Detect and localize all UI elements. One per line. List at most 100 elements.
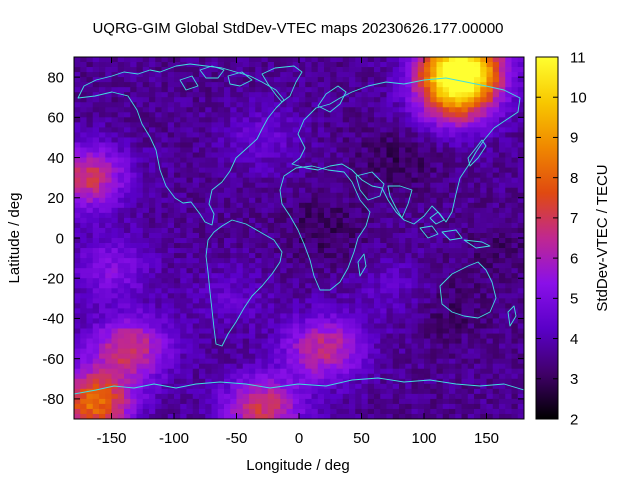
heatmap-cell: [174, 162, 181, 169]
heatmap-cell: [261, 258, 269, 264]
heatmap-cell: [442, 288, 450, 294]
heatmap-cell: [349, 293, 356, 299]
heatmap-cell: [449, 338, 456, 344]
heatmap-cell: [399, 328, 406, 334]
heatmap-cell: [467, 172, 475, 179]
heatmap-cell: [486, 338, 494, 344]
heatmap-cell: [386, 162, 394, 169]
heatmap-cell: [92, 87, 100, 93]
heatmap-cell: [211, 278, 219, 284]
heatmap-cell: [386, 343, 394, 350]
heatmap-cell: [124, 167, 131, 174]
heatmap-cell: [105, 172, 112, 179]
heatmap-cell: [324, 348, 331, 355]
heatmap-cell: [86, 303, 94, 309]
heatmap-cell: [242, 398, 250, 405]
heatmap-cell: [480, 363, 487, 370]
heatmap-cell: [380, 152, 387, 158]
heatmap-cell: [317, 353, 325, 360]
heatmap-cell: [455, 137, 462, 143]
heatmap-cell: [99, 363, 106, 370]
heatmap-cell: [105, 222, 112, 229]
heatmap-cell: [324, 127, 331, 133]
heatmap-cell: [205, 57, 212, 63]
heatmap-cell: [499, 358, 506, 365]
heatmap-cell: [499, 368, 506, 375]
heatmap-cell: [480, 348, 487, 355]
heatmap-cell: [230, 313, 237, 319]
heatmap-cell: [442, 318, 450, 324]
heatmap-cell: [480, 253, 487, 259]
heatmap-cell: [449, 122, 456, 128]
heatmap-cell: [161, 263, 169, 269]
heatmap-cell: [236, 243, 244, 249]
heatmap-cell: [449, 303, 456, 309]
heatmap-cell: [224, 348, 231, 355]
heatmap-cell: [80, 232, 87, 239]
heatmap-cell: [424, 293, 431, 299]
heatmap-cell: [224, 137, 231, 143]
heatmap-cell: [455, 202, 462, 209]
heatmap-cell: [192, 182, 200, 189]
heatmap-cell: [155, 308, 162, 314]
heatmap-cell: [374, 353, 381, 360]
heatmap-cell: [149, 248, 156, 254]
heatmap-cell: [355, 338, 362, 344]
heatmap-cell: [349, 398, 356, 405]
heatmap-cell: [367, 353, 375, 360]
heatmap-cell: [99, 353, 106, 360]
heatmap-cell: [299, 253, 306, 259]
heatmap-cell: [305, 212, 312, 219]
heatmap-cell: [336, 363, 344, 370]
heatmap-cell: [267, 137, 275, 143]
heatmap-cell: [261, 232, 269, 239]
heatmap-cell: [305, 383, 312, 390]
heatmap-cell: [136, 398, 144, 405]
heatmap-cell: [149, 308, 156, 314]
heatmap-cell: [174, 97, 181, 103]
heatmap-cell: [167, 212, 175, 219]
heatmap-cell: [367, 72, 375, 78]
heatmap-cell: [299, 57, 306, 63]
heatmap-cell: [405, 383, 412, 390]
heatmap-cell: [336, 388, 344, 395]
heatmap-cell: [386, 227, 394, 234]
heatmap-cell: [261, 207, 269, 214]
heatmap-cell: [236, 393, 244, 400]
heatmap-cell: [461, 318, 469, 324]
heatmap-cell: [224, 157, 231, 163]
heatmap-cell: [342, 353, 350, 360]
heatmap-cell: [105, 368, 112, 375]
heatmap-cell: [249, 268, 256, 274]
heatmap-cell: [449, 393, 456, 400]
heatmap-cell: [205, 243, 212, 249]
heatmap-cell: [386, 263, 394, 269]
heatmap-cell: [92, 403, 100, 410]
heatmap-cell: [405, 132, 412, 138]
heatmap-cell: [86, 72, 94, 78]
heatmap-cell: [236, 142, 244, 148]
heatmap-cell: [411, 112, 419, 118]
heatmap-cell: [449, 172, 456, 179]
heatmap-cell: [242, 212, 250, 219]
heatmap-cell: [199, 313, 206, 319]
heatmap-cell: [449, 318, 456, 324]
heatmap-cell: [199, 333, 206, 339]
heatmap-cell: [217, 82, 225, 88]
heatmap-cell: [505, 383, 512, 390]
heatmap-cell: [230, 127, 237, 133]
heatmap-cell: [286, 243, 294, 249]
heatmap-cell: [299, 202, 306, 209]
heatmap-cell: [286, 338, 294, 344]
heatmap-cell: [317, 253, 325, 259]
heatmap-cell: [499, 293, 506, 299]
heatmap-cell: [511, 57, 519, 63]
heatmap-cell: [511, 137, 519, 143]
heatmap-cell: [161, 232, 169, 239]
heatmap-cell: [430, 393, 437, 400]
heatmap-cell: [436, 232, 444, 239]
heatmap-cell: [224, 293, 231, 299]
heatmap-cell: [86, 248, 94, 254]
heatmap-cell: [480, 192, 487, 199]
heatmap-cell: [261, 298, 269, 304]
